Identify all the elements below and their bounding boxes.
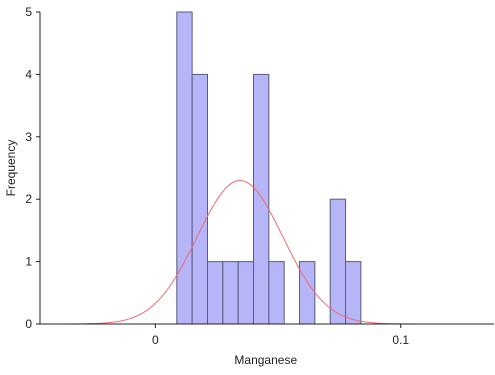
histogram-bar [345,261,362,325]
x-tick-label: 0 [152,333,159,347]
histogram-bar [329,198,347,325]
y-tick-label: 4 [25,67,32,81]
y-axis-ticks: 0 1 2 3 4 5 [25,5,40,331]
y-tick-label: 0 [25,317,32,331]
histogram-bars [176,11,362,325]
y-tick-label: 1 [25,255,32,269]
x-tick-label: 0.1 [392,333,409,347]
histogram-bar [268,261,285,325]
histogram-bar [206,261,224,325]
histogram-bar [222,261,239,325]
y-tick-label: 3 [25,130,32,144]
histogram-bar [237,261,255,325]
histogram-bar [299,261,316,325]
x-axis-ticks: 0 0.1 [152,324,409,347]
histogram-bar [253,73,270,325]
y-tick-label: 5 [25,5,32,19]
y-axis-title: Frequency [4,140,18,197]
histogram-bar [191,73,208,325]
x-axis-title: Manganese [234,353,297,367]
y-tick-label: 2 [25,192,32,206]
histogram-bar [176,11,193,325]
